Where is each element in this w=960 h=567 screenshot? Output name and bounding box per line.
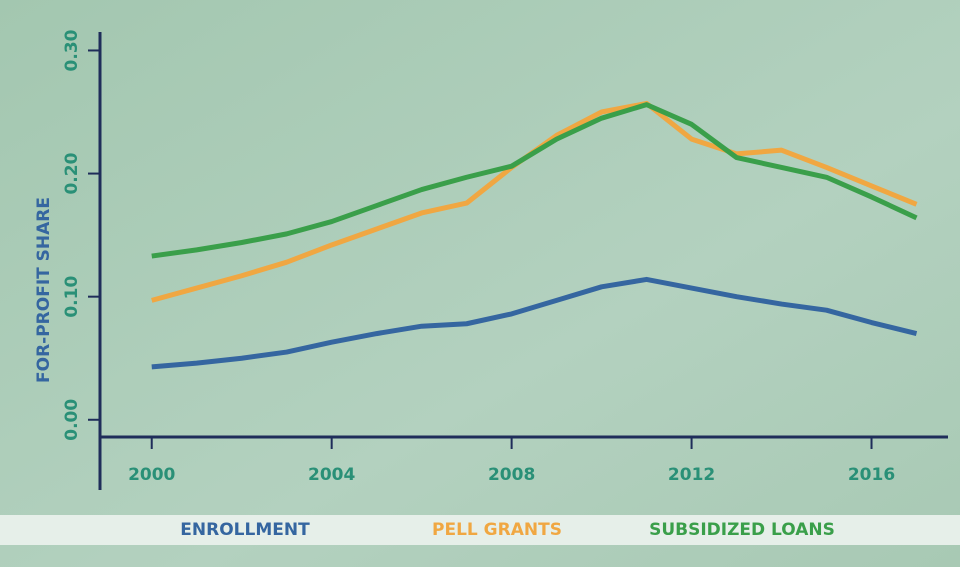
y-tick-label: 0.20	[62, 152, 82, 194]
legend-entry: SUBSIDIZED LOANS	[649, 520, 835, 540]
x-tick-label: 2000	[128, 465, 175, 485]
legend-entry: ENROLLMENT	[180, 520, 310, 540]
y-axis-label: FOR-PROFIT SHARE	[34, 197, 54, 383]
series-line	[151, 102, 918, 259]
y-tick-label: 0.30	[62, 29, 82, 71]
y-tick-label: 0.00	[62, 399, 82, 441]
x-tick-label: 2012	[668, 465, 715, 485]
x-tick-label: 2004	[308, 465, 355, 485]
legend-band	[0, 515, 960, 545]
series-line	[151, 276, 918, 370]
legend-entry: PELL GRANTS	[432, 520, 562, 540]
x-tick-label: 2016	[848, 465, 895, 485]
y-tick-label: 0.10	[62, 276, 82, 318]
x-tick-label: 2008	[488, 465, 535, 485]
